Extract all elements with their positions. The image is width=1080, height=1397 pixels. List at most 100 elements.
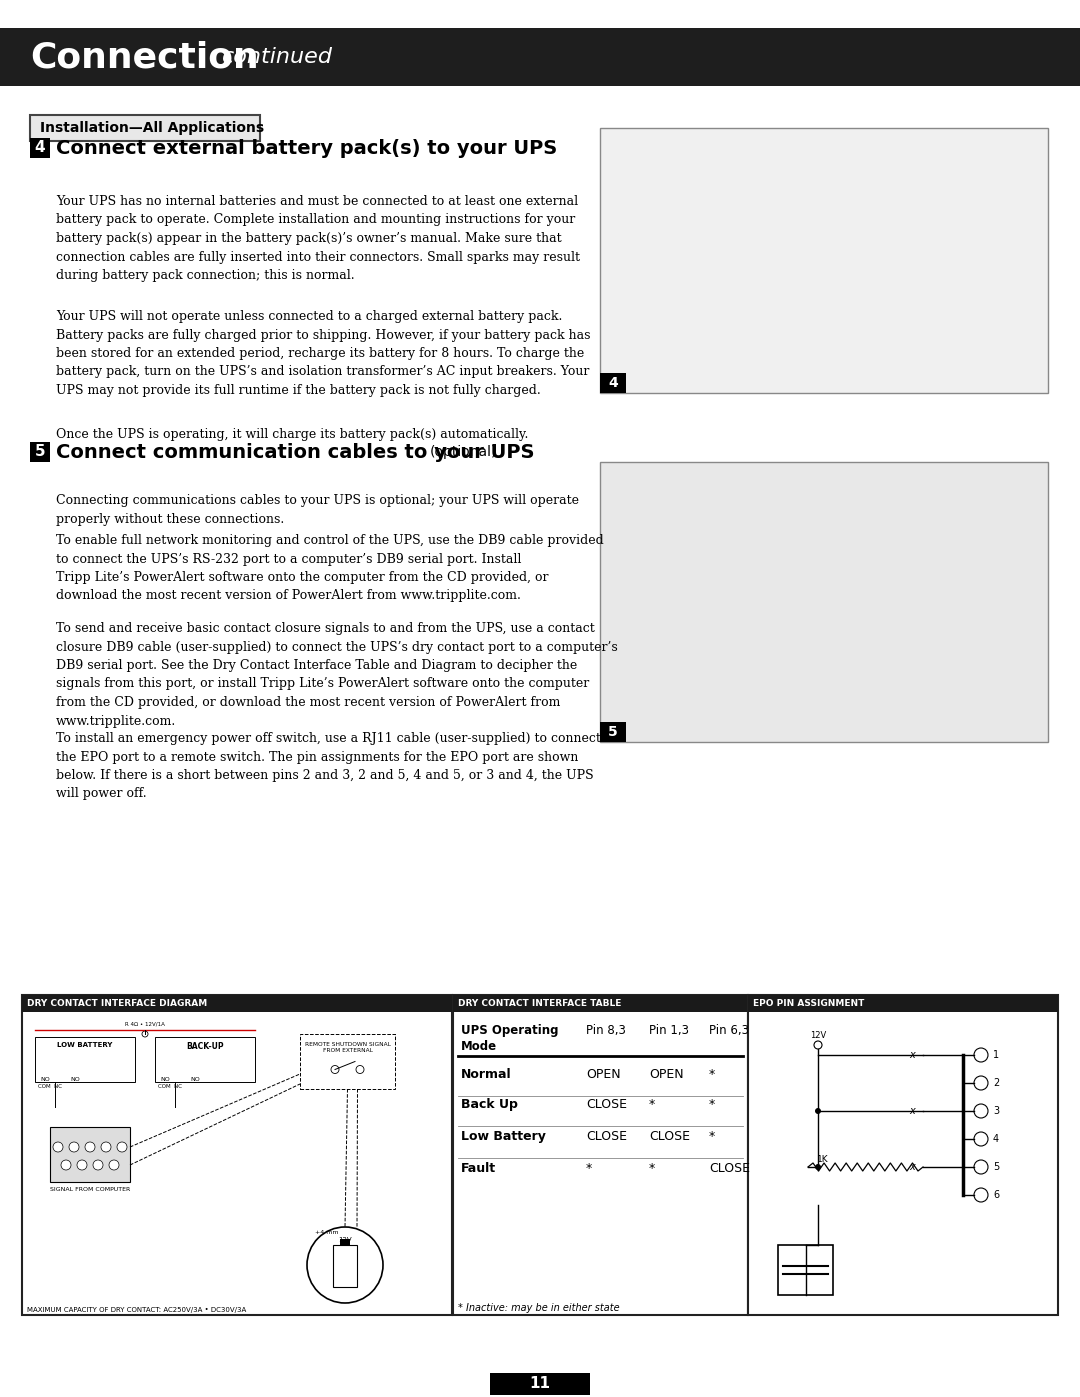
Text: Fault: Fault bbox=[461, 1162, 496, 1175]
Circle shape bbox=[814, 1041, 822, 1049]
Bar bbox=[30, 441, 50, 462]
Text: CLOSE: CLOSE bbox=[586, 1098, 627, 1111]
Text: COM  NC: COM NC bbox=[158, 1084, 183, 1090]
Text: Your UPS will not operate unless connected to a charged external battery pack.
B: Your UPS will not operate unless connect… bbox=[56, 310, 591, 397]
Bar bbox=[748, 995, 1058, 1315]
Circle shape bbox=[815, 1164, 821, 1171]
Circle shape bbox=[974, 1048, 988, 1062]
Text: x: x bbox=[909, 1162, 915, 1172]
Bar bbox=[748, 995, 1058, 1011]
Text: *: * bbox=[708, 1067, 715, 1081]
Text: CLOSE: CLOSE bbox=[708, 1162, 750, 1175]
Text: 1K: 1K bbox=[818, 1155, 828, 1164]
Bar bbox=[600, 373, 626, 393]
Text: Connect communication cables to your UPS: Connect communication cables to your UPS bbox=[56, 443, 535, 461]
Text: 5: 5 bbox=[35, 444, 45, 460]
Text: To enable full network monitoring and control of the UPS, use the DB9 cable prov: To enable full network monitoring and co… bbox=[56, 534, 604, 602]
Text: DRY CONTACT INTERFACE DIAGRAM: DRY CONTACT INTERFACE DIAGRAM bbox=[27, 999, 207, 1009]
Text: Back Up: Back Up bbox=[461, 1098, 518, 1111]
Bar bbox=[600, 129, 1048, 393]
Circle shape bbox=[77, 1160, 87, 1171]
Text: Pin 8,3: Pin 8,3 bbox=[586, 1024, 626, 1037]
Text: OPEN: OPEN bbox=[586, 1067, 621, 1081]
Circle shape bbox=[102, 1141, 111, 1153]
Text: REMOTE SHUTDOWN SIGNAL
FROM EXTERNAL: REMOTE SHUTDOWN SIGNAL FROM EXTERNAL bbox=[305, 1042, 391, 1053]
Text: Pin 6,3: Pin 6,3 bbox=[708, 1024, 750, 1037]
Text: 5: 5 bbox=[608, 725, 618, 739]
Text: 1: 1 bbox=[993, 1051, 999, 1060]
Text: Normal: Normal bbox=[461, 1067, 512, 1081]
Text: *: * bbox=[649, 1162, 656, 1175]
Text: NO: NO bbox=[40, 1077, 50, 1083]
Text: Your UPS has no internal batteries and must be connected to at least one externa: Your UPS has no internal batteries and m… bbox=[56, 196, 580, 282]
Text: R 4Ω • 12V/1A: R 4Ω • 12V/1A bbox=[125, 1023, 165, 1027]
Text: 4: 4 bbox=[993, 1134, 999, 1144]
Bar bbox=[0, 28, 1080, 87]
Circle shape bbox=[974, 1076, 988, 1090]
Circle shape bbox=[974, 1187, 988, 1201]
Bar bbox=[156, 1037, 255, 1083]
Circle shape bbox=[356, 1066, 364, 1073]
Text: +4 mm: +4 mm bbox=[315, 1229, 339, 1235]
Text: Installation—All Applications: Installation—All Applications bbox=[40, 122, 265, 136]
Text: NO: NO bbox=[70, 1077, 80, 1083]
Circle shape bbox=[109, 1160, 119, 1171]
Bar bbox=[300, 1034, 395, 1090]
Circle shape bbox=[141, 1031, 148, 1037]
Bar bbox=[453, 995, 748, 1315]
Text: COM  NC: COM NC bbox=[38, 1084, 62, 1090]
Bar bbox=[490, 1373, 590, 1396]
Text: 2: 2 bbox=[993, 1078, 999, 1088]
Text: Connecting communications cables to your UPS is optional; your UPS will operate
: Connecting communications cables to your… bbox=[56, 495, 579, 525]
Circle shape bbox=[69, 1141, 79, 1153]
Text: MAXIMUM CAPACITY OF DRY CONTACT: AC250V/3A • DC30V/3A: MAXIMUM CAPACITY OF DRY CONTACT: AC250V/… bbox=[27, 1308, 246, 1313]
Text: 5: 5 bbox=[993, 1162, 999, 1172]
Text: 3: 3 bbox=[993, 1106, 999, 1116]
Text: UPS Operating: UPS Operating bbox=[461, 1024, 558, 1037]
Text: DRY CONTACT INTERFACE TABLE: DRY CONTACT INTERFACE TABLE bbox=[458, 999, 621, 1009]
Bar bbox=[778, 1245, 833, 1295]
Bar bbox=[453, 995, 748, 1011]
Text: *: * bbox=[708, 1130, 715, 1143]
Circle shape bbox=[53, 1141, 63, 1153]
Text: *: * bbox=[708, 1098, 715, 1111]
Text: Pin 1,3: Pin 1,3 bbox=[649, 1024, 689, 1037]
Text: Connect external battery pack(s) to your UPS: Connect external battery pack(s) to your… bbox=[56, 138, 557, 158]
Text: NO: NO bbox=[160, 1077, 170, 1083]
Text: 11: 11 bbox=[529, 1376, 551, 1391]
Text: 12V: 12V bbox=[810, 1031, 826, 1039]
Text: 12V: 12V bbox=[338, 1236, 352, 1243]
Text: SIGNAL FROM COMPUTER: SIGNAL FROM COMPUTER bbox=[50, 1187, 130, 1192]
Text: * Inactive: may be in either state: * Inactive: may be in either state bbox=[458, 1303, 620, 1313]
Text: CLOSE: CLOSE bbox=[649, 1130, 690, 1143]
Circle shape bbox=[974, 1132, 988, 1146]
Bar bbox=[600, 462, 1048, 742]
Text: To send and receive basic contact closure signals to and from the UPS, use a con: To send and receive basic contact closur… bbox=[56, 622, 618, 728]
Text: 6: 6 bbox=[993, 1190, 999, 1200]
Circle shape bbox=[815, 1108, 821, 1113]
Bar bbox=[600, 722, 626, 742]
Text: x: x bbox=[909, 1106, 915, 1116]
Circle shape bbox=[974, 1160, 988, 1173]
Text: *: * bbox=[586, 1162, 592, 1175]
Circle shape bbox=[330, 1066, 339, 1073]
Text: *: * bbox=[649, 1098, 656, 1111]
Text: OPEN: OPEN bbox=[649, 1067, 684, 1081]
Text: 4: 4 bbox=[35, 141, 45, 155]
Text: LOW BATTERY: LOW BATTERY bbox=[57, 1042, 112, 1048]
Text: NO: NO bbox=[190, 1077, 200, 1083]
Circle shape bbox=[974, 1104, 988, 1118]
Circle shape bbox=[93, 1160, 103, 1171]
Bar bbox=[22, 995, 453, 1011]
Bar bbox=[30, 138, 50, 158]
Text: continued: continued bbox=[222, 47, 333, 67]
Text: Mode: Mode bbox=[461, 1039, 497, 1053]
Bar bbox=[340, 1239, 350, 1245]
Bar bbox=[333, 1245, 357, 1287]
Text: x: x bbox=[909, 1051, 915, 1060]
Text: Once the UPS is operating, it will charge its battery pack(s) automatically.: Once the UPS is operating, it will charg… bbox=[56, 427, 528, 441]
Text: EPO PIN ASSIGNMENT: EPO PIN ASSIGNMENT bbox=[753, 999, 864, 1009]
Circle shape bbox=[85, 1141, 95, 1153]
Text: (optional): (optional) bbox=[430, 446, 498, 460]
Circle shape bbox=[307, 1227, 383, 1303]
